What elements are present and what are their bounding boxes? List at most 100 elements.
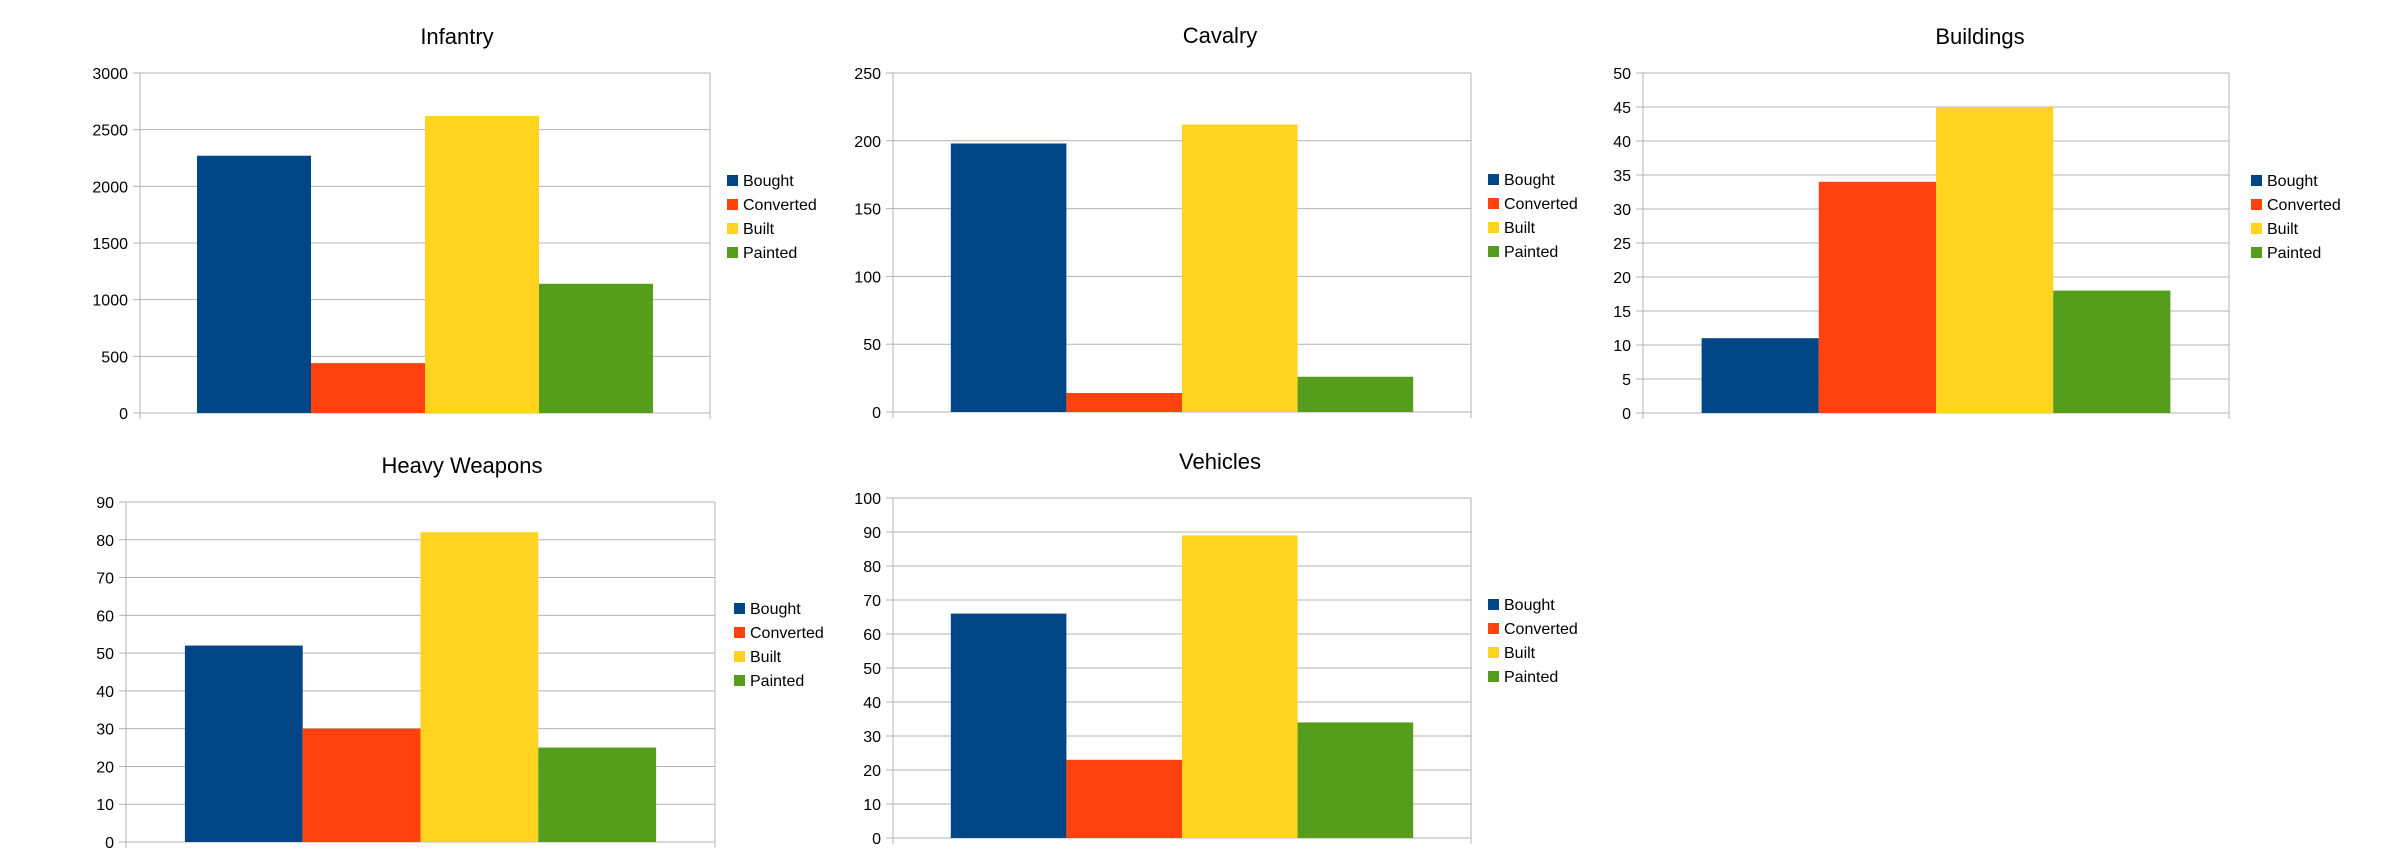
legend-label-built: Built [743, 221, 775, 238]
y-tick-label: 50 [96, 646, 114, 663]
bar-built [1936, 107, 2054, 413]
bar-bought [950, 613, 1067, 838]
chart-panel-infantry: Infantry 0 500 1000 1500 2000 2500 3000 Bought Co… [92, 24, 816, 423]
y-tick-label: 0 [105, 835, 114, 852]
legend-swatch-converted [1488, 198, 1499, 209]
legend-label-painted: Painted [750, 673, 804, 690]
chart-panel-buildings: Buildings 0 5 10 15 20 25 30 35 40 45 50 Bought Conve… [1613, 24, 2341, 423]
y-tick-label: 60 [96, 608, 114, 625]
bar-painted [1297, 376, 1414, 412]
legend-label-built: Built [1504, 645, 1536, 662]
y-tick-label: 70 [863, 593, 881, 610]
y-tick-label: 80 [863, 559, 881, 576]
y-tick-label: 2000 [92, 179, 128, 196]
bar-converted [302, 728, 421, 842]
legend-label-bought: Bought [743, 173, 794, 190]
y-tick-label: 1500 [92, 236, 128, 253]
y-tick-label: 2500 [92, 123, 128, 140]
legend-swatch-bought [2251, 175, 2262, 186]
legend-label-converted: Converted [2267, 197, 2341, 214]
y-tick-label: 35 [1613, 168, 1631, 185]
legend-label-converted: Converted [743, 197, 817, 214]
bar-converted [1066, 759, 1182, 838]
legend-label-painted: Painted [1504, 244, 1558, 261]
y-tick-label: 50 [863, 661, 881, 678]
y-tick-label: 0 [872, 831, 881, 848]
bar-converted [1818, 181, 1936, 413]
y-tick-label: 20 [863, 763, 881, 780]
chart-title: Vehicles [1179, 449, 1261, 474]
y-tick-label: 1000 [92, 293, 128, 310]
y-tick-label: 0 [1622, 406, 1631, 423]
legend-swatch-built [734, 651, 745, 662]
y-tick-label: 40 [96, 684, 114, 701]
chart-title: Cavalry [1183, 23, 1258, 48]
legend-swatch-painted [727, 247, 738, 258]
y-tick-label: 40 [1613, 134, 1631, 151]
y-tick-label: 90 [863, 525, 881, 542]
y-tick-label: 25 [1613, 236, 1631, 253]
legend-swatch-bought [734, 603, 745, 614]
legend-label-bought: Bought [1504, 597, 1555, 614]
y-tick-label: 100 [854, 491, 881, 508]
y-tick-label: 45 [1613, 100, 1631, 117]
y-tick-label: 3000 [92, 66, 128, 83]
chart-title: Buildings [1935, 24, 2024, 49]
y-tick-label: 10 [863, 797, 881, 814]
y-tick-label: 0 [119, 406, 128, 423]
y-tick-label: 20 [1613, 270, 1631, 287]
y-tick-label: 80 [96, 533, 114, 550]
y-tick-label: 30 [863, 729, 881, 746]
y-tick-label: 30 [1613, 202, 1631, 219]
legend-swatch-bought [727, 175, 738, 186]
bar-built [420, 532, 539, 842]
legend-label-bought: Bought [750, 601, 801, 618]
legend-label-bought: Bought [1504, 172, 1555, 189]
legend-swatch-built [2251, 223, 2262, 234]
legend-swatch-converted [2251, 199, 2262, 210]
bar-built [425, 116, 539, 414]
legend-label-painted: Painted [743, 245, 797, 262]
y-tick-label: 50 [1613, 66, 1631, 83]
legend-label-converted: Converted [1504, 196, 1578, 213]
bar-painted [538, 747, 657, 842]
bar-bought [197, 155, 311, 413]
y-tick-label: 100 [854, 269, 881, 286]
y-tick-label: 60 [863, 627, 881, 644]
bar-painted [539, 283, 653, 413]
bar-converted [311, 363, 425, 413]
y-tick-label: 70 [96, 571, 114, 588]
bar-converted [1066, 393, 1182, 412]
legend-swatch-bought [1488, 599, 1499, 610]
bar-bought [950, 143, 1067, 412]
y-tick-label: 250 [854, 66, 881, 83]
y-tick-label: 90 [96, 495, 114, 512]
legend-swatch-built [1488, 222, 1499, 233]
chart-panel-vehicles: Vehicles 0 10 20 30 40 50 60 70 80 90 100 Bought Conv… [854, 449, 1578, 848]
y-tick-label: 50 [863, 337, 881, 354]
y-tick-label: 200 [854, 134, 881, 151]
legend-swatch-converted [1488, 623, 1499, 634]
legend-label-built: Built [1504, 220, 1536, 237]
chart-title: Heavy Weapons [381, 453, 542, 478]
y-tick-label: 0 [872, 405, 881, 422]
legend-swatch-painted [1488, 246, 1499, 257]
legend-swatch-painted [2251, 247, 2262, 258]
y-tick-label: 10 [96, 797, 114, 814]
bar-painted [1297, 722, 1414, 838]
bar-built [1182, 535, 1298, 838]
bar-painted [2053, 290, 2171, 413]
y-tick-label: 40 [863, 695, 881, 712]
legend-label-bought: Bought [2267, 173, 2318, 190]
legend-swatch-built [1488, 647, 1499, 658]
legend-swatch-painted [734, 675, 745, 686]
y-tick-label: 10 [1613, 338, 1631, 355]
legend-label-built: Built [750, 649, 782, 666]
legend-label-painted: Painted [2267, 245, 2321, 262]
legend-label-built: Built [2267, 221, 2299, 238]
chart-panel-cavalry: Cavalry 0 50 100 150 200 250 Bought Converted Bui… [854, 23, 1578, 422]
y-tick-label: 5 [1622, 372, 1631, 389]
legend-swatch-converted [727, 199, 738, 210]
legend-label-converted: Converted [750, 625, 824, 642]
